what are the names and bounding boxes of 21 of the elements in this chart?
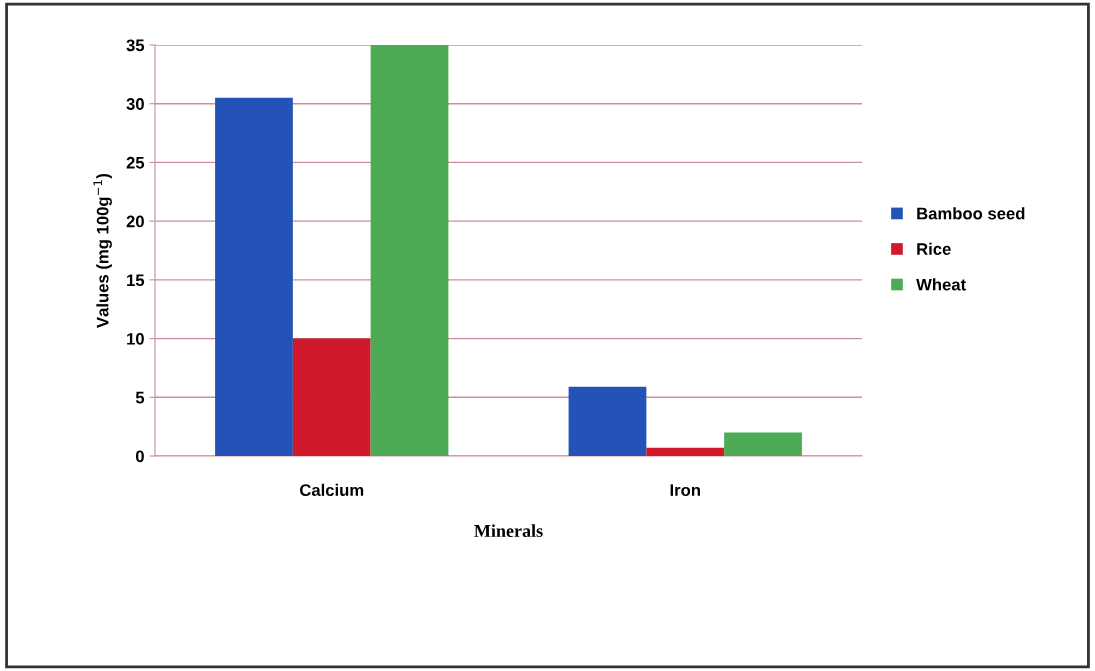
- y-tick-label: 35: [126, 39, 145, 52]
- x-tick-label: Calcium: [300, 483, 364, 497]
- legend-label: Wheat: [916, 278, 966, 291]
- legend-label: Bamboo seed: [917, 207, 1025, 220]
- y-tick-label: 25: [126, 156, 145, 169]
- y-tick-label: 30: [126, 98, 144, 110]
- bar: [215, 97, 293, 456]
- y-tick-label: 5: [135, 391, 145, 404]
- y-axis-title: Values (mg 100g$^{−1}$): [93, 173, 112, 328]
- bar: [292, 338, 371, 456]
- bar: [724, 432, 802, 456]
- bar: [646, 447, 725, 456]
- y-tick-label: 20: [126, 215, 144, 228]
- x-axis-title: Minerals: [474, 524, 543, 538]
- y-tick-label: 15: [127, 274, 145, 287]
- y-tick-label: 0: [135, 450, 144, 463]
- bar: [370, 45, 449, 456]
- legend-label: Rice: [917, 242, 951, 255]
- bar: [568, 386, 647, 456]
- x-tick-label: Iron: [670, 484, 700, 497]
- y-tick-label: 10: [127, 332, 144, 345]
